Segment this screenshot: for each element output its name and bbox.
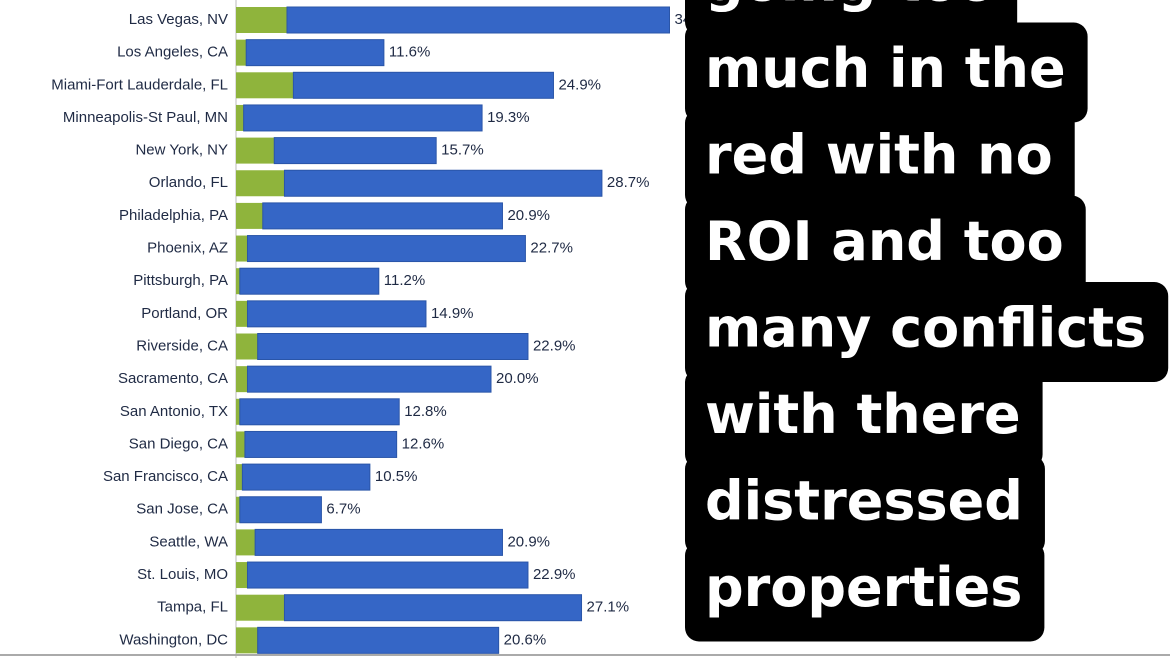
value-label: 14.9% — [431, 305, 474, 322]
category-label: Portland, OR — [141, 305, 228, 322]
caption-line: properties — [705, 556, 1022, 619]
bar-segment — [257, 626, 500, 654]
bar-segment — [236, 235, 248, 262]
bar-segment — [236, 170, 285, 197]
bar-segment — [246, 300, 427, 328]
caption-line: many conflicts — [705, 297, 1146, 360]
value-label: 15.7% — [441, 142, 484, 159]
category-label: New York, NY — [135, 142, 228, 159]
category-label: Riverside, CA — [136, 337, 228, 354]
bar-segment — [257, 333, 529, 360]
category-label: St. Louis, MO — [137, 566, 228, 583]
caption: going too much in the red with no ROI and t… — [685, 0, 1169, 642]
category-label: Sacramento, CA — [118, 370, 228, 387]
caption-background — [685, 109, 1075, 209]
value-label: 22.7% — [530, 240, 573, 257]
caption-line: distressed — [705, 470, 1023, 533]
bar-segment — [286, 6, 670, 34]
bar-segment — [236, 464, 243, 491]
value-label: 20.0% — [496, 370, 539, 387]
caption-background — [685, 282, 1169, 382]
value-label: 6.7% — [326, 501, 360, 518]
value-label: 12.8% — [404, 403, 447, 420]
category-label: Seattle, WA — [149, 533, 228, 550]
value-label: 20.6% — [504, 631, 547, 648]
value-label: 11.2% — [384, 272, 425, 289]
bar-segment — [236, 268, 240, 295]
category-label: Las Vegas, NV — [129, 11, 228, 28]
bar-segment — [245, 39, 385, 67]
bar-segment — [239, 398, 400, 426]
category-label: Phoenix, AZ — [147, 240, 228, 257]
bar-segment — [236, 72, 294, 99]
value-label: 28.7% — [607, 174, 650, 191]
caption-line: with there — [705, 383, 1021, 446]
bar-segment — [236, 104, 244, 131]
category-label: San Francisco, CA — [103, 468, 228, 485]
bar-segment — [246, 235, 526, 263]
value-label: 11.6% — [389, 44, 430, 61]
bar-segment — [236, 300, 248, 327]
bar-segment — [236, 496, 240, 523]
bar-segment — [236, 137, 275, 164]
bar-segment — [236, 39, 247, 66]
bar-segment — [283, 169, 603, 197]
caption-line: red with no — [705, 124, 1053, 187]
bar-segment — [236, 7, 287, 33]
bar-segment — [239, 496, 322, 524]
category-label: San Diego, CA — [129, 435, 228, 452]
bar-segment — [236, 366, 248, 393]
bar-segment — [236, 594, 285, 621]
bar-segment — [236, 202, 263, 229]
bar-segment — [239, 267, 380, 295]
bar-segment — [292, 71, 554, 99]
caption-line: much in the — [705, 37, 1066, 100]
category-label: San Antonio, TX — [120, 403, 228, 420]
value-label: 24.9% — [558, 76, 601, 93]
bar-segment — [236, 627, 258, 654]
category-label: Orlando, FL — [149, 174, 228, 191]
caption-background — [685, 195, 1086, 296]
value-label: 12.6% — [402, 435, 445, 452]
value-label: 20.9% — [507, 207, 550, 224]
value-label: 22.9% — [533, 566, 576, 583]
bar-segment — [246, 365, 492, 393]
category-label: Pittsburgh, PA — [133, 272, 228, 289]
bar-segment — [236, 562, 248, 589]
value-label: 20.9% — [507, 533, 550, 550]
category-label: Philadelphia, PA — [119, 207, 228, 224]
category-label: Tampa, FL — [157, 599, 228, 616]
caption-background — [685, 22, 1088, 123]
bar-segment — [236, 333, 258, 360]
bars: Las Vegas, NV34.0%Los Angeles, CA11.6%Mi… — [51, 6, 717, 654]
value-label: 27.1% — [587, 599, 630, 616]
bar-segment — [236, 529, 256, 556]
bar-segment — [236, 431, 245, 458]
category-label: Miami-Fort Lauderdale, FL — [51, 76, 228, 93]
caption-background — [685, 455, 1045, 555]
caption-line: going too — [705, 0, 995, 14]
caption-line: ROI and too — [705, 210, 1064, 273]
value-label: 22.9% — [533, 337, 576, 354]
bar-segment — [236, 398, 240, 425]
caption-background — [685, 541, 1045, 642]
bar-segment — [244, 430, 398, 458]
bar-segment — [246, 561, 529, 589]
bar-segment — [262, 202, 503, 230]
value-label: 19.3% — [487, 109, 530, 126]
bar-segment — [283, 594, 583, 622]
value-label: 10.5% — [375, 468, 418, 485]
bar-segment — [254, 528, 503, 556]
bar-segment — [273, 137, 437, 165]
category-label: Washington, DC — [119, 631, 228, 648]
category-label: Los Angeles, CA — [117, 44, 228, 61]
category-label: Minneapolis-St Paul, MN — [63, 109, 228, 126]
bar-segment — [243, 104, 483, 132]
category-label: San Jose, CA — [136, 501, 228, 518]
bar-segment — [241, 463, 371, 491]
caption-background — [685, 368, 1043, 469]
